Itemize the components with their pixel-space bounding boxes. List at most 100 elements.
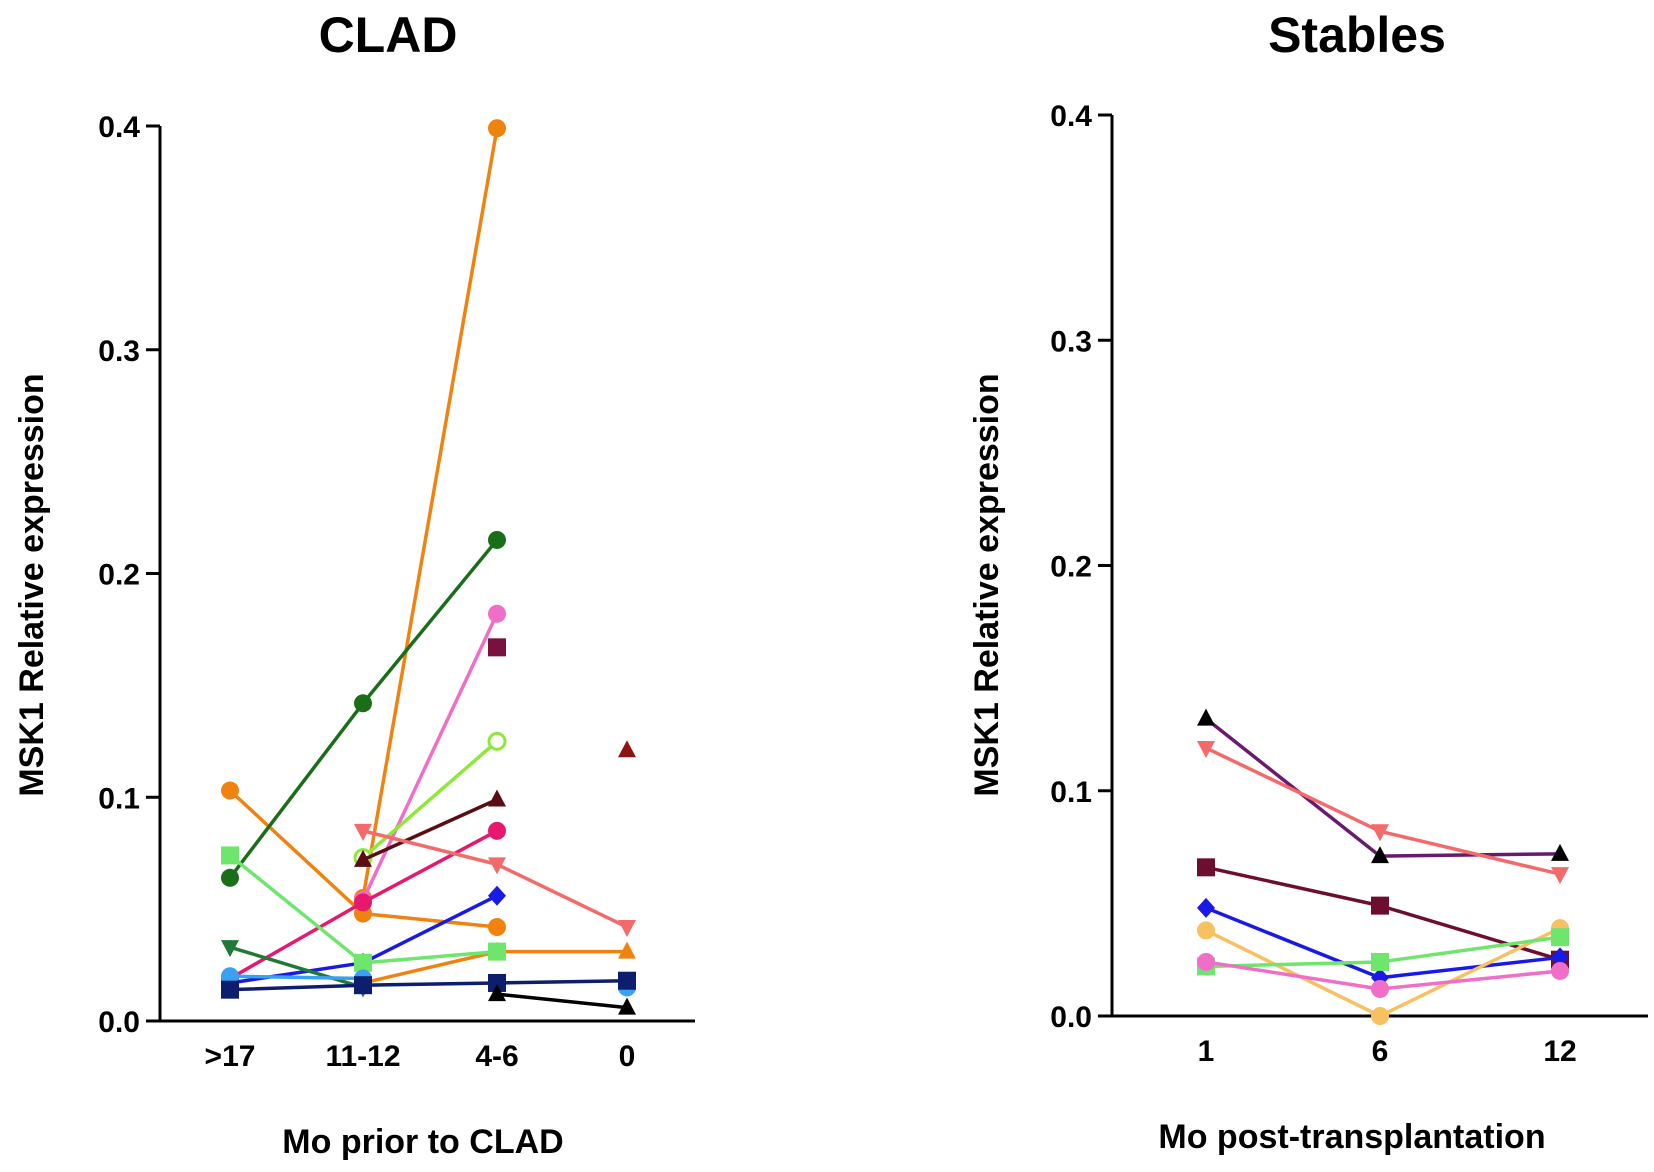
clad-series-line-segment <box>228 974 365 981</box>
clad-series-pink-circle <box>354 604 506 910</box>
clad-series-line-segment <box>361 797 499 862</box>
clad-series-line-segment <box>361 739 499 860</box>
clad-series-light-green-square <box>221 846 506 972</box>
stables-series-line-segment <box>1204 716 1382 858</box>
stables-y-tick-label: 0.2 <box>1050 551 1092 584</box>
stables-series-line-segment <box>1204 746 1382 834</box>
clad-x-tick-label: >17 <box>205 1040 256 1073</box>
clad-series-line-segment <box>228 701 365 880</box>
clad-data-point <box>488 918 506 937</box>
clad-series-line-segment <box>361 893 499 965</box>
stables-y-tick-label: 0.0 <box>1050 1001 1092 1034</box>
clad-data-point <box>354 976 372 995</box>
stables-series-line-segment <box>1204 865 1382 908</box>
clad-series-line-segment <box>361 126 499 900</box>
clad-series-line-segment <box>228 788 365 916</box>
clad-x-axis-label: Mo prior to CLAD <box>282 1123 563 1161</box>
clad-series-line-segment <box>228 853 365 965</box>
clad-series-line-segment <box>495 978 629 985</box>
stables-y-axis-label: MSK1 Relative expression <box>968 373 1006 796</box>
clad-data-point <box>221 868 239 887</box>
stables-series-line-segment <box>1204 960 1382 991</box>
clad-data-point <box>487 731 507 751</box>
stables-data-point <box>1197 740 1215 758</box>
stables-y-tick-label: 0.1 <box>1050 776 1092 809</box>
stables-panel: Stables MSK1 Relative expression Mo post… <box>968 7 1648 1156</box>
clad-data-point <box>618 941 636 959</box>
stables-x-tick-label: 1 <box>1198 1035 1215 1068</box>
clad-series-line-segment <box>495 862 629 929</box>
clad-series-line-segment <box>361 949 499 965</box>
stables-series-line-segment <box>1378 935 1562 964</box>
stables-data-point <box>1371 824 1389 842</box>
stables-data-point <box>1197 921 1215 940</box>
clad-title: CLAD <box>319 7 458 63</box>
clad-data-point <box>221 940 239 958</box>
clad-y-tick-label: 0.2 <box>98 559 140 592</box>
clad-y-tick-label: 0.4 <box>98 111 140 144</box>
stables-x-axis-label: Mo post-transplantation <box>1158 1118 1545 1156</box>
stables-series-blue-diamond <box>1197 897 1569 988</box>
stables-data-point <box>1371 846 1389 864</box>
clad-x-tick-label: 11-12 <box>325 1040 400 1073</box>
stables-series-line-segment <box>1204 906 1382 980</box>
clad-x-tick-label: 4-6 <box>475 1040 518 1073</box>
clad-y-tick-label: 0.1 <box>98 782 140 815</box>
clad-series-line-segment <box>228 983 365 992</box>
stables-data-point <box>1197 708 1215 726</box>
stables-data-point <box>1371 1007 1389 1025</box>
stables-series-salmon-triangle-down <box>1197 740 1569 885</box>
stables-series-purple-triangle <box>1197 708 1569 864</box>
clad-data-point <box>618 740 636 758</box>
clad-series-dark-brown-line <box>354 789 506 867</box>
clad-series-line-segment <box>361 949 499 985</box>
clad-y-axis-label: MSK1 Relative expression <box>13 373 51 796</box>
clad-data-point <box>488 119 506 138</box>
stables-data-point <box>1371 896 1389 915</box>
clad-data-point <box>221 781 239 800</box>
clad-series-line-segment <box>228 961 365 985</box>
clad-data-point <box>488 821 506 840</box>
stables-series-line-segment <box>1378 969 1562 991</box>
clad-series-dark-red-triangle <box>618 740 636 758</box>
stables-series-pink-circle <box>1197 952 1569 998</box>
stables-series-line-segment <box>1204 928 1382 1018</box>
stables-series-line-segment <box>1378 829 1562 876</box>
clad-series-line-segment <box>495 992 629 1010</box>
clad-data-point <box>488 789 506 807</box>
clad-y-tick-label: 0.3 <box>98 335 140 368</box>
clad-data-point <box>354 823 372 841</box>
clad-series-line-segment <box>361 829 499 905</box>
clad-data-point <box>488 604 506 623</box>
clad-x-tick-label: 0 <box>619 1040 636 1073</box>
clad-series-line-segment <box>361 829 499 867</box>
stables-series-line-segment <box>1378 955 1562 980</box>
clad-data-point <box>488 973 506 992</box>
clad-series-line-segment <box>361 981 499 987</box>
stables-data-point <box>1197 858 1215 877</box>
clad-series-maroon-square <box>488 638 506 657</box>
stables-data-point <box>1197 952 1215 971</box>
clad-data-point <box>488 984 506 1002</box>
clad-series-dark-green-circle <box>221 530 506 887</box>
clad-series-line-segment <box>361 612 499 902</box>
clad-series-line-segment <box>361 911 499 929</box>
stables-data-point <box>1551 843 1569 861</box>
clad-data-point <box>354 849 372 867</box>
stables-y-tick-label: 0.3 <box>1050 325 1092 358</box>
stables-data-point <box>1371 979 1389 998</box>
stables-data-point <box>1371 952 1389 971</box>
stables-x-tick-label: 12 <box>1543 1035 1576 1068</box>
stables-title: Stables <box>1268 7 1446 63</box>
stables-data-point <box>1551 928 1569 947</box>
clad-data-point <box>488 857 506 875</box>
stables-data-point <box>1551 947 1569 968</box>
stables-x-tick-label: 6 <box>1372 1035 1389 1068</box>
clad-data-point <box>488 885 506 906</box>
clad-data-point <box>488 638 506 657</box>
clad-data-point <box>618 971 636 990</box>
clad-series-orange-hexagon <box>354 119 506 907</box>
stables-data-point <box>1551 867 1569 885</box>
clad-data-point <box>221 980 239 999</box>
